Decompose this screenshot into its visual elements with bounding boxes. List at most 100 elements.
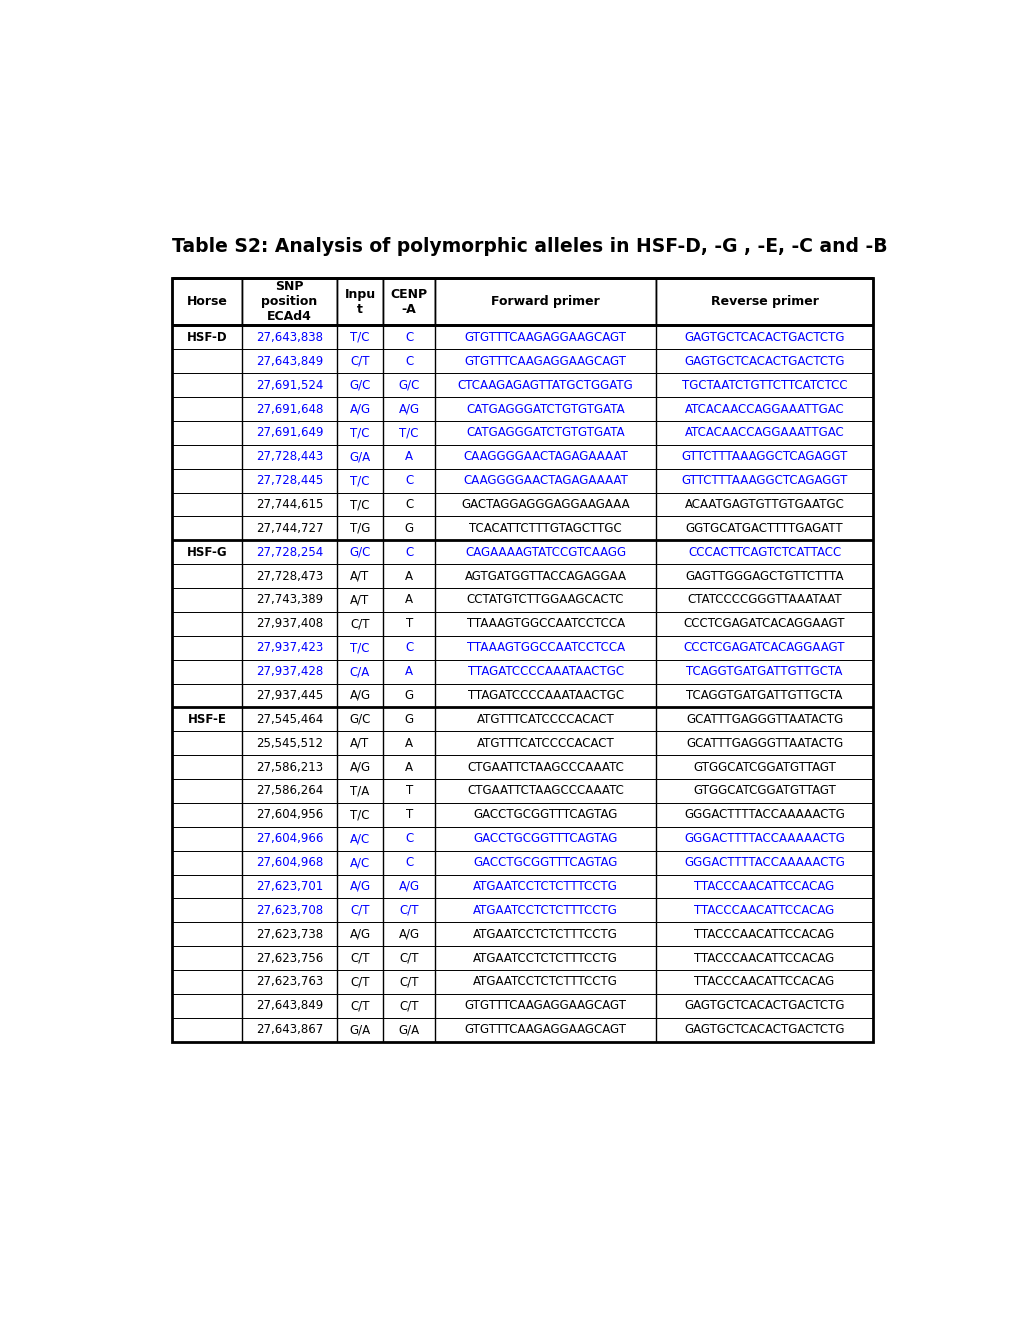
Text: C/T: C/T (399, 952, 419, 965)
Bar (172, 540, 242, 564)
Text: GTGTTTCAAGAGGAAGCAGT: GTGTTTCAAGAGGAAGCAGT (465, 1023, 626, 1036)
Text: CATGAGGGATCTGTGTGATA: CATGAGGGATCTGTGTGATA (466, 403, 625, 416)
Text: 27,691,648: 27,691,648 (256, 403, 323, 416)
Bar (242, 540, 336, 564)
Bar (242, 326, 336, 350)
Text: CAAGGGGAACTAGAGAAAAT: CAAGGGGAACTAGAGAAAAT (463, 450, 628, 463)
Text: G/A: G/A (398, 1023, 420, 1036)
Bar (172, 277, 242, 326)
Bar (655, 660, 872, 684)
Bar (242, 277, 336, 326)
Text: TTAAAGTGGCCAATCCTCCA: TTAAAGTGGCCAATCCTCCA (466, 642, 624, 655)
Text: 27,604,968: 27,604,968 (256, 857, 323, 869)
Bar (172, 374, 242, 397)
Text: 27,623,763: 27,623,763 (256, 975, 323, 989)
Text: C: C (405, 832, 413, 845)
Text: 25,545,512: 25,545,512 (256, 737, 323, 750)
Bar (336, 826, 383, 850)
Bar (383, 803, 435, 826)
Text: A: A (405, 450, 413, 463)
Bar (655, 326, 872, 350)
Text: TCAGGTGATGATTGTTGCTA: TCAGGTGATGATTGTTGCTA (686, 665, 842, 678)
Text: C/T: C/T (350, 355, 370, 368)
Text: C/A: C/A (350, 665, 370, 678)
Text: GTTCTTTAAAGGCTCAGAGGT: GTTCTTTAAAGGCTCAGAGGT (681, 474, 847, 487)
Text: CTGAATTCTAAGCCCAAATC: CTGAATTCTAAGCCCAAATC (467, 760, 624, 774)
Bar (383, 612, 435, 636)
Bar (655, 731, 872, 755)
Bar (336, 326, 383, 350)
Bar (435, 874, 655, 899)
Text: 27,744,615: 27,744,615 (256, 498, 323, 511)
Text: C/T: C/T (350, 618, 370, 631)
Text: GACTAGGAGGGAGGAAGAAA: GACTAGGAGGGAGGAAGAAA (461, 498, 630, 511)
Bar (172, 1018, 242, 1041)
Bar (383, 970, 435, 994)
Text: C/T: C/T (399, 999, 419, 1012)
Bar (242, 492, 336, 516)
Bar (242, 899, 336, 923)
Bar (242, 660, 336, 684)
Bar (435, 277, 655, 326)
Text: GACCTGCGGTTTCAGTAG: GACCTGCGGTTTCAGTAG (473, 808, 618, 821)
Bar (655, 755, 872, 779)
Bar (172, 421, 242, 445)
Bar (336, 374, 383, 397)
Bar (383, 469, 435, 492)
Text: A: A (405, 760, 413, 774)
Bar (172, 826, 242, 850)
Bar (336, 708, 383, 731)
Bar (435, 899, 655, 923)
Text: 27,643,838: 27,643,838 (256, 331, 323, 345)
Bar (435, 350, 655, 374)
Text: ACAATGAGTGTTGTGAATGC: ACAATGAGTGTTGTGAATGC (684, 498, 844, 511)
Text: G: G (405, 713, 414, 726)
Bar (655, 492, 872, 516)
Text: TCAGGTGATGATTGTTGCTA: TCAGGTGATGATTGTTGCTA (686, 689, 842, 702)
Text: T: T (406, 784, 413, 797)
Bar (435, 660, 655, 684)
Text: T/C: T/C (399, 426, 419, 440)
Text: G/C: G/C (348, 379, 370, 392)
Bar (242, 826, 336, 850)
Text: TTAGATCCCCAAATAACTGC: TTAGATCCCCAAATAACTGC (467, 665, 623, 678)
Bar (172, 970, 242, 994)
Text: TGCTAATCTGTTCTTCATCTCC: TGCTAATCTGTTCTTCATCTCC (681, 379, 847, 392)
Bar (383, 589, 435, 612)
Text: C: C (405, 642, 413, 655)
Bar (435, 731, 655, 755)
Text: CCTATGTCTTGGAAGCACTC: CCTATGTCTTGGAAGCACTC (467, 594, 624, 606)
Bar (172, 923, 242, 946)
Text: ATGTTTCATCCCCACACT: ATGTTTCATCCCCACACT (476, 713, 613, 726)
Text: A: A (405, 737, 413, 750)
Bar (435, 708, 655, 731)
Text: T/G: T/G (350, 521, 370, 535)
Bar (242, 779, 336, 803)
Bar (172, 350, 242, 374)
Bar (172, 874, 242, 899)
Text: ATCACAACCAGGAAATTGAC: ATCACAACCAGGAAATTGAC (684, 426, 844, 440)
Text: A/T: A/T (351, 737, 369, 750)
Text: 27,937,445: 27,937,445 (256, 689, 323, 702)
Text: GTGTTTCAAGAGGAAGCAGT: GTGTTTCAAGAGGAAGCAGT (465, 355, 626, 368)
Text: GTGTTTCAAGAGGAAGCAGT: GTGTTTCAAGAGGAAGCAGT (465, 999, 626, 1012)
Bar (242, 589, 336, 612)
Text: T: T (406, 808, 413, 821)
Text: 27,604,966: 27,604,966 (256, 832, 323, 845)
Bar (435, 469, 655, 492)
Text: C/T: C/T (350, 999, 370, 1012)
Bar (172, 397, 242, 421)
Bar (336, 970, 383, 994)
Bar (172, 994, 242, 1018)
Bar (655, 516, 872, 540)
Text: ATCACAACCAGGAAATTGAC: ATCACAACCAGGAAATTGAC (684, 403, 844, 416)
Bar (383, 850, 435, 874)
Bar (655, 708, 872, 731)
Bar (336, 445, 383, 469)
Bar (435, 516, 655, 540)
Text: 27,643,867: 27,643,867 (256, 1023, 323, 1036)
Bar (336, 946, 383, 970)
Bar (336, 803, 383, 826)
Bar (435, 684, 655, 708)
Bar (336, 612, 383, 636)
